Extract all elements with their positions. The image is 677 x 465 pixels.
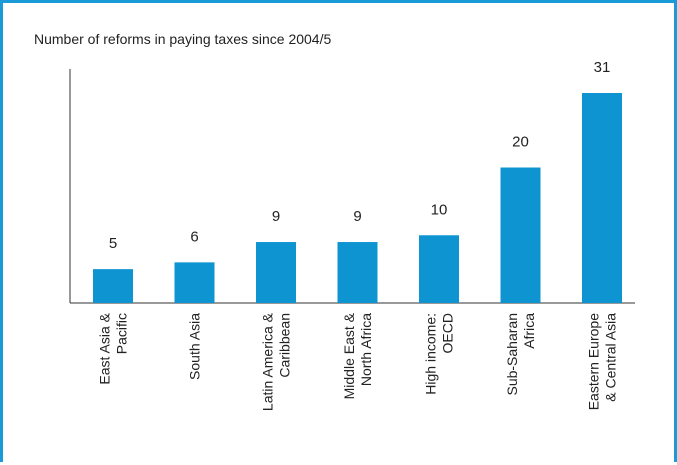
chart-title: Number of reforms in paying taxes since …: [34, 31, 332, 47]
bar-value-label: 9: [272, 208, 280, 225]
category-label: Eastern Europe & Central Asia: [586, 313, 619, 411]
bar-value-label: 20: [512, 134, 529, 151]
bar: [256, 242, 296, 303]
category-label-line: & Central Asia: [603, 313, 619, 402]
category-label-line: Africa: [521, 313, 537, 349]
category-label-line: East Asia &: [97, 312, 113, 384]
category-label: Sub-Saharan Africa: [504, 313, 537, 396]
category-label-line: Caribbean: [277, 313, 293, 378]
bar-value-label: 5: [109, 235, 117, 252]
category-label: East Asia & Pacific: [97, 312, 130, 384]
category-label: South Asia: [187, 313, 203, 380]
category-label-line: South Asia: [187, 313, 203, 380]
category-label-line: Middle East &: [341, 312, 357, 399]
category-label-line: Pacific: [114, 313, 130, 354]
category-label-line: North Africa: [358, 313, 374, 386]
bar: [337, 242, 378, 303]
category-label-line: Eastern Europe: [586, 313, 602, 410]
category-label-line: Latin America &: [260, 312, 276, 411]
bar-value-label: 31: [594, 59, 611, 76]
category-label: High income: OECD: [423, 313, 456, 395]
bar: [419, 235, 459, 303]
bar-value-label: 9: [353, 208, 361, 225]
bars: [93, 93, 622, 303]
category-label-line: High income:: [423, 313, 439, 395]
bar: [582, 93, 622, 303]
bar-chart: 5 6 9 9 10 20 31 East Asia & Pacific South Asia L…: [69, 59, 635, 411]
category-label: Middle East & North Africa: [341, 312, 374, 399]
category-label-line: Sub-Saharan: [504, 313, 520, 396]
value-labels: 5 6 9 9 10 20 31: [109, 59, 611, 252]
bar: [93, 269, 133, 303]
bar: [174, 262, 215, 303]
bar-value-label: 6: [190, 228, 198, 245]
category-label: Latin America & Caribbean: [260, 312, 293, 411]
category-labels: East Asia & Pacific South Asia Latin Americ…: [97, 312, 619, 411]
bar-value-label: 10: [431, 201, 448, 218]
bar: [500, 167, 541, 303]
category-label-line: OECD: [440, 313, 456, 353]
